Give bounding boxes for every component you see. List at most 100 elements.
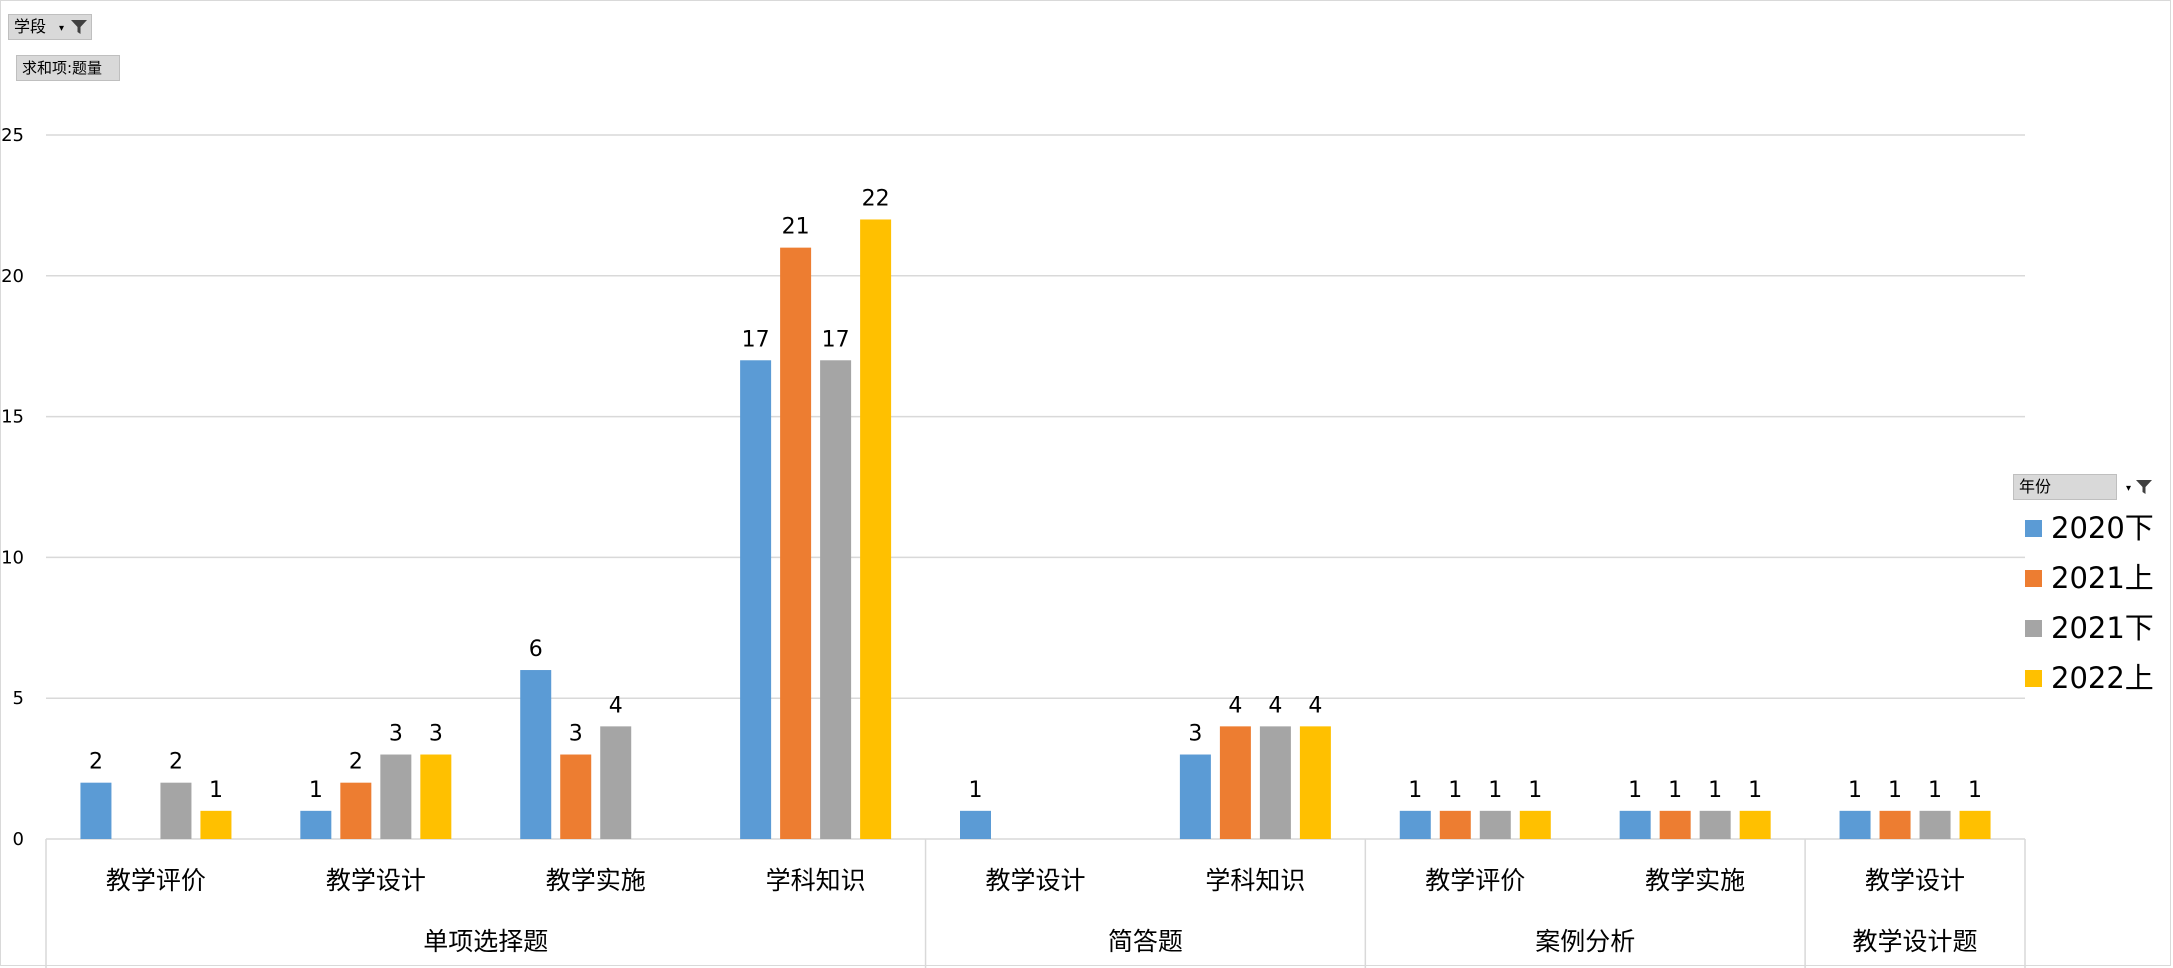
data-label: 1 — [1928, 778, 1942, 803]
data-label: 2 — [169, 750, 183, 775]
data-label: 1 — [1968, 778, 1982, 803]
data-label: 4 — [1268, 693, 1282, 718]
data-label: 1 — [1408, 778, 1422, 803]
data-label: 2 — [349, 750, 363, 775]
x-group-label: 教学设计题 — [1853, 927, 1978, 956]
legend-swatch — [2025, 620, 2042, 637]
bar — [1179, 754, 1211, 839]
bar — [420, 754, 452, 839]
data-label: 1 — [1488, 778, 1502, 803]
legend-label: 2020下 — [2051, 511, 2154, 545]
data-label: 2 — [89, 750, 103, 775]
data-label: 1 — [1708, 778, 1722, 803]
bar — [1219, 726, 1251, 839]
legend-label: 2022上 — [2051, 661, 2154, 695]
legend-swatch — [2025, 670, 2042, 687]
data-label: 17 — [742, 327, 770, 352]
x-category-label: 教学设计 — [326, 866, 426, 895]
bar — [200, 810, 232, 839]
y-tick-label: 0 — [13, 829, 24, 850]
data-label: 1 — [1668, 778, 1682, 803]
data-label: 1 — [309, 778, 323, 803]
x-category-label: 教学评价 — [1425, 866, 1525, 895]
y-tick-label: 15 — [1, 407, 24, 428]
sum-field-label: 求和项:题量 — [22, 59, 103, 77]
data-label: 3 — [569, 722, 583, 747]
data-label: 3 — [1188, 722, 1202, 747]
bar — [80, 782, 112, 839]
bar — [1959, 810, 1991, 839]
x-category-label: 教学评价 — [106, 866, 206, 895]
data-label: 1 — [1528, 778, 1542, 803]
bar — [160, 782, 192, 839]
dropdown-arrow-icon: ▾ — [59, 23, 65, 34]
bar — [1399, 810, 1431, 839]
x-group-label: 单项选择题 — [423, 927, 548, 956]
bar — [1739, 810, 1771, 839]
bar — [1839, 810, 1871, 839]
bar — [820, 360, 852, 839]
x-category-label: 教学设计 — [985, 866, 1085, 895]
data-label: 4 — [1228, 693, 1242, 718]
data-label: 1 — [1888, 778, 1902, 803]
bar — [1699, 810, 1731, 839]
y-tick-label: 10 — [1, 547, 24, 568]
data-label: 17 — [822, 327, 850, 352]
data-label: 4 — [1308, 693, 1322, 718]
data-label: 22 — [862, 186, 890, 211]
bar — [560, 754, 592, 839]
bar — [380, 754, 412, 839]
bar — [1479, 810, 1511, 839]
bar — [1519, 810, 1551, 839]
filter-icon — [71, 20, 87, 34]
x-category-label: 学科知识 — [1205, 866, 1305, 895]
data-label: 3 — [429, 722, 443, 747]
x-category-label: 学科知识 — [766, 866, 866, 895]
stage-filter-button[interactable]: 学段 ▾ — [8, 14, 92, 40]
bar — [600, 726, 632, 839]
data-label: 1 — [1848, 778, 1862, 803]
bar — [740, 360, 772, 839]
sum-field-button[interactable]: 求和项:题量 — [16, 55, 120, 81]
legend-swatch — [2025, 570, 2042, 587]
data-label: 1 — [1448, 778, 1462, 803]
x-category-label: 教学实施 — [1645, 866, 1745, 895]
filter-icon — [2136, 480, 2152, 494]
data-label: 21 — [782, 215, 810, 240]
bar — [960, 810, 991, 839]
data-label: 1 — [209, 778, 223, 803]
bar — [860, 219, 892, 840]
bar — [1299, 726, 1331, 839]
legend-swatch — [2025, 520, 2042, 537]
year-filter-button[interactable]: 年份 ▾ — [2013, 474, 2152, 500]
data-label: 1 — [1748, 778, 1762, 803]
bar — [1259, 726, 1291, 839]
bar — [340, 782, 372, 839]
bar — [300, 810, 332, 839]
bar — [520, 670, 552, 839]
year-filter-label: 年份 — [2019, 477, 2052, 496]
stage-filter-label: 学段 — [14, 17, 47, 36]
y-tick-label: 25 — [1, 125, 24, 146]
bar — [1619, 810, 1651, 839]
y-tick-label: 5 — [13, 688, 24, 709]
data-label: 4 — [609, 693, 623, 718]
x-category-label: 教学实施 — [546, 866, 646, 895]
data-label: 6 — [529, 637, 543, 662]
dropdown-arrow-icon: ▾ — [2126, 483, 2132, 494]
data-label: 1 — [1628, 778, 1642, 803]
data-label: 1 — [969, 778, 983, 803]
data-label: 3 — [389, 722, 403, 747]
bar — [1919, 810, 1951, 839]
x-category-label: 教学设计 — [1865, 866, 1965, 895]
bar — [780, 247, 812, 839]
legend-label: 2021下 — [2051, 611, 2154, 645]
legend-label: 2021上 — [2051, 561, 2154, 595]
x-group-label: 简答题 — [1108, 927, 1183, 956]
x-group-label: 案例分析 — [1535, 927, 1635, 956]
bar — [1439, 810, 1471, 839]
y-tick-label: 20 — [1, 266, 24, 287]
bar — [1659, 810, 1691, 839]
